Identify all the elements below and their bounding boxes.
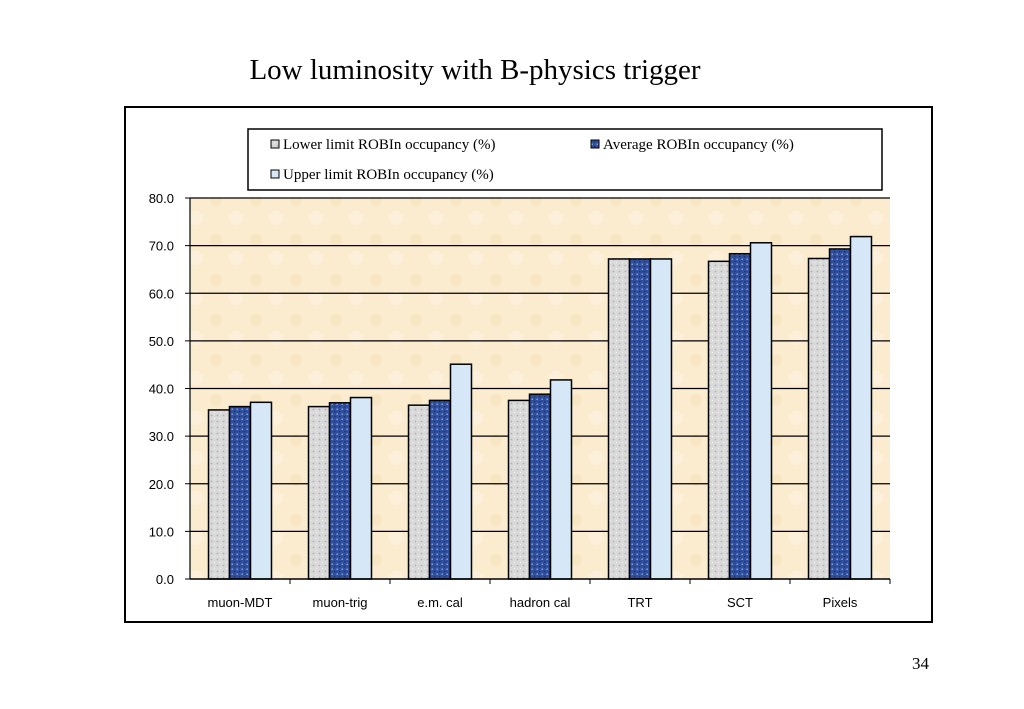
slide-title: Low luminosity with B-physics trigger [0,54,950,87]
bar-upper [349,396,373,580]
legend-label-average: Average ROBIn occupancy (%) [603,137,794,153]
legend-swatch-average [590,139,600,149]
y-tick-label: 60.0 [149,286,174,301]
legend-swatch-upper [270,169,280,179]
x-tick-label: Pixels [823,595,858,610]
y-tick-label: 20.0 [149,477,174,492]
bar-lower [207,409,231,580]
y-tick-label: 0.0 [156,572,174,587]
bar-lower [607,258,631,580]
legend-box [247,128,883,191]
bar-upper [249,401,273,580]
x-tick-label: muon-MDT [207,595,272,610]
bar-chart: Lower limit ROBIn occupancy (%) Average … [149,128,891,610]
x-tick-label: hadron cal [510,595,571,610]
page-number: 34 [912,654,929,673]
x-tick-label: SCT [727,595,753,610]
y-tick-label: 10.0 [149,524,174,539]
x-tick-label: e.m. cal [417,595,463,610]
y-tick-label: 80.0 [149,191,174,206]
bar-lower [807,257,831,580]
bar-lower [407,404,431,580]
y-tick-label: 40.0 [149,382,174,397]
bar-average [228,405,252,580]
slide-title-text: Low luminosity with B-physics trigger [249,54,701,86]
bar-upper [849,235,873,580]
bar-upper [449,363,473,580]
bar-lower [707,260,731,580]
y-tick-label: 50.0 [149,334,174,349]
bar-average [428,399,452,580]
chart-frame: Lower limit ROBIn occupancy (%) Average … [124,106,933,623]
x-tick-label: TRT [627,595,652,610]
legend: Lower limit ROBIn occupancy (%) Average … [247,128,883,191]
bar-lower [307,405,331,580]
bars [207,235,873,580]
y-tick-label: 30.0 [149,429,174,444]
axes: 0.0 10.0 20.0 30.0 40.0 50.0 60.0 70.0 80.0 muon-… [149,191,891,610]
y-tick-label: 70.0 [149,239,174,254]
legend-label-upper: Upper limit ROBIn occupancy (%) [283,167,494,183]
bar-average [328,402,352,580]
bar-average [728,252,752,580]
bar-upper [649,258,673,580]
bar-upper [749,242,773,580]
legend-label-lower: Lower limit ROBIn occupancy (%) [283,137,495,153]
bar-average [828,248,852,580]
x-tick-label: muon-trig [313,595,368,610]
legend-swatch-lower [270,139,280,149]
bar-upper [549,379,573,580]
bar-average [628,258,652,580]
bar-lower [507,399,531,580]
bar-average [528,393,552,580]
